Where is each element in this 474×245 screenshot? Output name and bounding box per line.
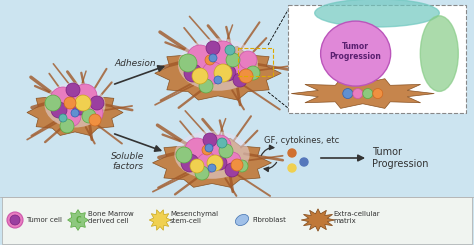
Ellipse shape xyxy=(178,38,258,91)
Text: Adhesion: Adhesion xyxy=(114,59,156,68)
Circle shape xyxy=(231,159,243,171)
Circle shape xyxy=(239,69,253,83)
Text: Soluble
factors: Soluble factors xyxy=(111,152,145,172)
Circle shape xyxy=(90,96,104,110)
Circle shape xyxy=(202,62,224,84)
Circle shape xyxy=(179,54,197,72)
Circle shape xyxy=(205,55,215,65)
Circle shape xyxy=(75,95,91,111)
Circle shape xyxy=(226,53,240,67)
Circle shape xyxy=(51,102,67,118)
Circle shape xyxy=(228,58,248,78)
Circle shape xyxy=(219,144,233,158)
Ellipse shape xyxy=(315,0,439,27)
Circle shape xyxy=(73,84,97,108)
Bar xyxy=(2,197,472,244)
Circle shape xyxy=(190,159,204,173)
Circle shape xyxy=(199,79,213,93)
Circle shape xyxy=(187,45,213,71)
Circle shape xyxy=(45,95,61,111)
Circle shape xyxy=(10,215,20,225)
Circle shape xyxy=(353,88,363,98)
Bar xyxy=(238,48,273,76)
Circle shape xyxy=(59,105,81,127)
Circle shape xyxy=(202,145,212,155)
Polygon shape xyxy=(68,210,88,230)
Circle shape xyxy=(213,156,227,170)
Circle shape xyxy=(363,88,373,98)
Circle shape xyxy=(211,41,235,65)
Text: C: C xyxy=(75,216,81,224)
Circle shape xyxy=(217,138,227,148)
Polygon shape xyxy=(291,79,434,108)
Circle shape xyxy=(220,65,236,81)
Text: Tumor cell: Tumor cell xyxy=(26,217,62,223)
Circle shape xyxy=(300,158,308,166)
Circle shape xyxy=(89,114,101,126)
Circle shape xyxy=(225,163,239,177)
Circle shape xyxy=(236,160,248,172)
Circle shape xyxy=(71,109,79,117)
Circle shape xyxy=(239,51,257,69)
Circle shape xyxy=(60,119,74,133)
Circle shape xyxy=(207,155,223,171)
Ellipse shape xyxy=(420,16,458,91)
Circle shape xyxy=(83,103,103,123)
Circle shape xyxy=(195,166,209,180)
Circle shape xyxy=(209,54,217,62)
Text: Tumor
Progression: Tumor Progression xyxy=(372,147,428,169)
Circle shape xyxy=(64,97,76,109)
Circle shape xyxy=(73,101,87,115)
Polygon shape xyxy=(27,89,123,135)
Circle shape xyxy=(59,114,67,122)
Ellipse shape xyxy=(320,21,391,86)
Circle shape xyxy=(206,41,220,55)
Circle shape xyxy=(82,109,96,123)
Ellipse shape xyxy=(174,131,250,179)
Circle shape xyxy=(185,138,209,162)
Polygon shape xyxy=(153,138,272,187)
Circle shape xyxy=(181,154,199,172)
Circle shape xyxy=(205,144,213,152)
Circle shape xyxy=(223,152,241,170)
Circle shape xyxy=(192,68,208,84)
Circle shape xyxy=(203,133,217,147)
Circle shape xyxy=(7,212,23,228)
Circle shape xyxy=(184,64,202,82)
Text: Fibroblast: Fibroblast xyxy=(252,217,286,223)
Circle shape xyxy=(373,88,383,98)
Circle shape xyxy=(288,149,296,157)
Circle shape xyxy=(208,164,216,172)
Circle shape xyxy=(197,153,217,173)
Circle shape xyxy=(214,76,222,84)
Text: Tumor
Progression: Tumor Progression xyxy=(330,42,382,61)
Polygon shape xyxy=(155,47,281,100)
Text: Extra-cellular
matrix: Extra-cellular matrix xyxy=(333,210,380,223)
Circle shape xyxy=(246,66,260,80)
Circle shape xyxy=(50,87,76,113)
Text: GF, cytokines, etc: GF, cytokines, etc xyxy=(264,136,339,145)
Bar xyxy=(288,5,466,113)
Circle shape xyxy=(214,64,232,82)
Circle shape xyxy=(233,73,247,87)
Circle shape xyxy=(66,83,80,97)
Circle shape xyxy=(176,147,192,163)
Ellipse shape xyxy=(45,83,105,127)
Circle shape xyxy=(343,88,353,98)
Polygon shape xyxy=(301,209,335,231)
Circle shape xyxy=(225,45,235,55)
Circle shape xyxy=(209,135,231,157)
Circle shape xyxy=(288,164,296,172)
Ellipse shape xyxy=(236,214,248,226)
Text: Mesenchymal
stem-cell: Mesenchymal stem-cell xyxy=(170,210,218,223)
Text: Bone Marrow
derived cell: Bone Marrow derived cell xyxy=(88,210,134,223)
Polygon shape xyxy=(149,210,171,230)
